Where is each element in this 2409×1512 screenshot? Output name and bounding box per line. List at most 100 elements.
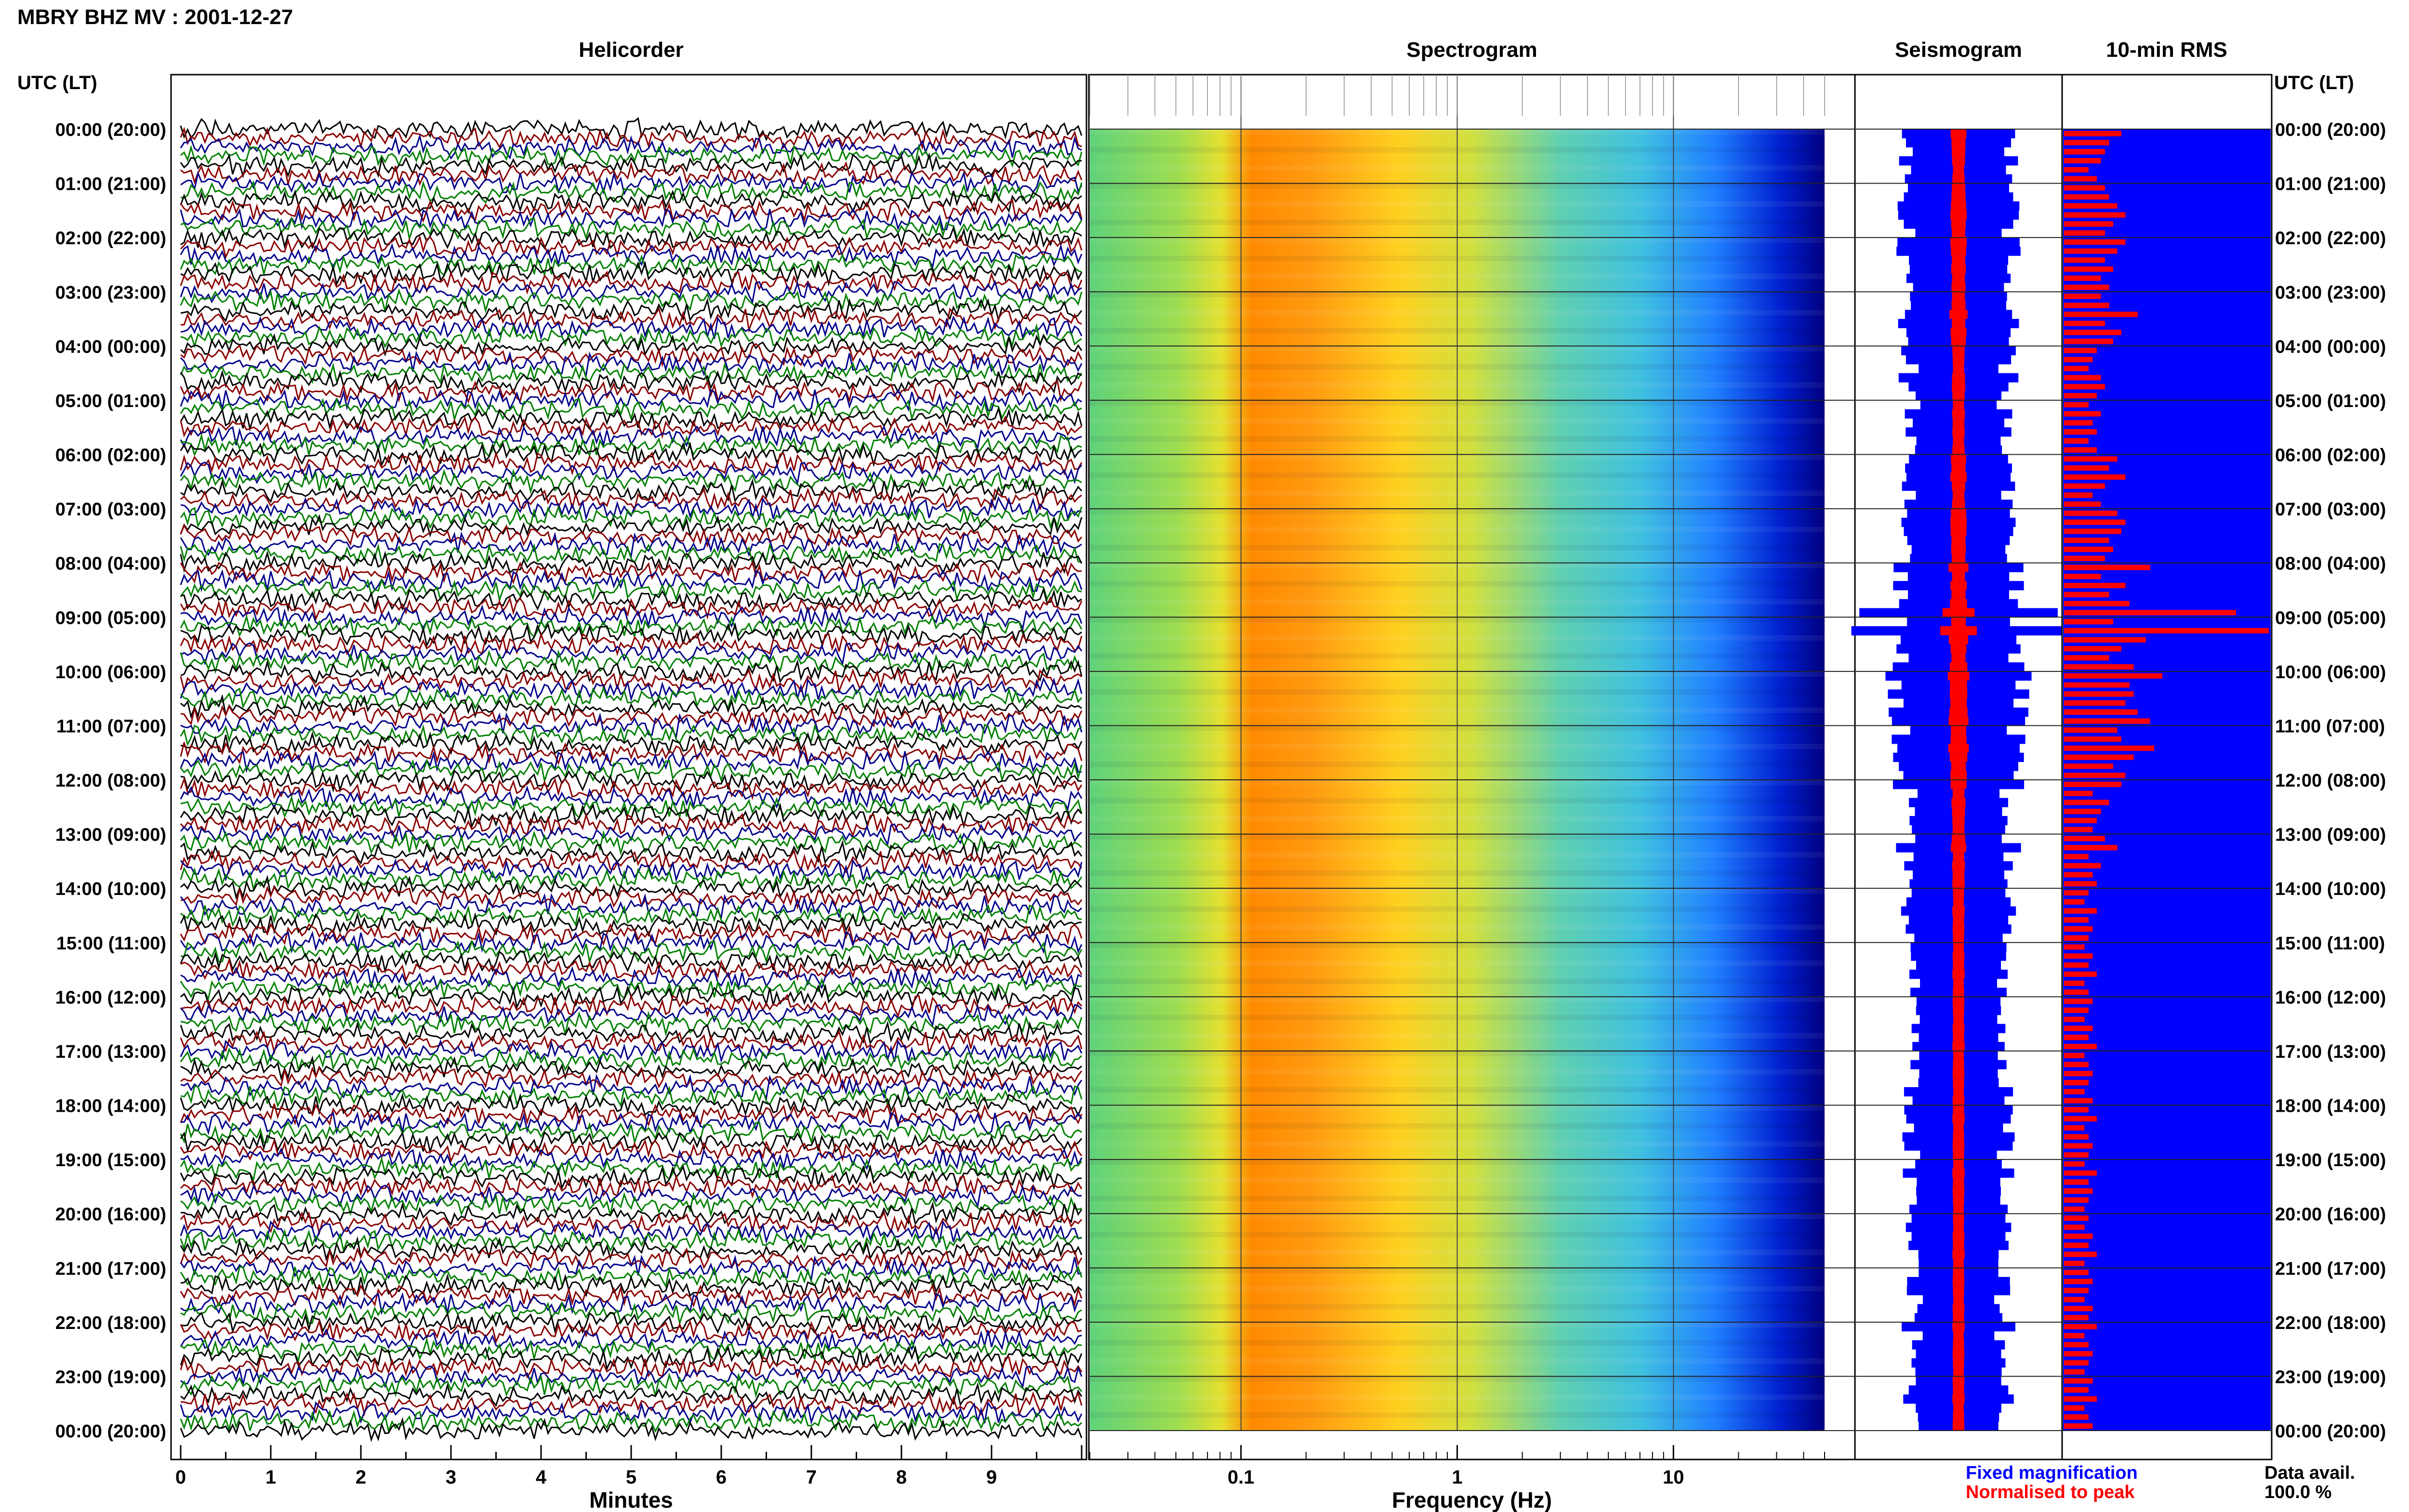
rms-bar (2064, 1107, 2089, 1113)
rms-bar (2064, 1043, 2097, 1050)
seismogram-normalised-segment (1953, 1087, 1964, 1097)
seismogram-normalised-segment (1953, 915, 1964, 925)
hour-label-right: 00:00 (20:00) (2275, 120, 2386, 140)
rms-bar (2064, 881, 2097, 887)
hour-label-right: 17:00 (13:00) (2275, 1042, 2386, 1062)
rms-bar (2064, 1116, 2097, 1122)
rms-bar (2064, 167, 2089, 173)
hour-label-left: 21:00 (17:00) (55, 1259, 166, 1279)
rms-bar (2064, 999, 2093, 1004)
rms-bar (2064, 863, 2101, 868)
helicorder-trace (180, 1201, 1083, 1226)
rms-bar (2064, 456, 2118, 462)
seismogram-normalised-segment (1953, 942, 1964, 952)
minute-tick-label: 2 (356, 1467, 366, 1488)
hour-label-left: 03:00 (23:00) (55, 283, 166, 303)
seismogram-normalised-segment (1949, 707, 1968, 717)
helicorder-trace (180, 560, 1082, 585)
helicorder-trace (180, 1164, 1082, 1191)
helicorder-trace (180, 288, 1083, 314)
rms-bar (2064, 754, 2134, 760)
helicorder-trace (180, 1047, 1083, 1073)
helicorder-trace (180, 505, 1083, 530)
seismogram-normalised-segment (1952, 1069, 1965, 1078)
hour-label-right: 12:00 (08:00) (2275, 771, 2386, 791)
helicorder-trace (180, 858, 1083, 883)
helicorder-trace (180, 931, 1083, 955)
hour-label-left: 12:00 (08:00) (55, 771, 166, 791)
rms-bar (2064, 1062, 2089, 1067)
rms-bar (2064, 809, 2101, 815)
rms-bar (2064, 492, 2093, 498)
helicorder-trace (180, 406, 1083, 432)
rms-bar (2064, 411, 2101, 417)
helicorder-trace (180, 1011, 1083, 1037)
helicorder-trace (180, 1004, 1083, 1027)
helicorder-trace (180, 1345, 1083, 1371)
seismogram-normalised-segment (1951, 337, 1966, 346)
seismogram-normalised-segment (1951, 762, 1966, 771)
rms-bar (2064, 1297, 2085, 1302)
seismogram-normalised-segment (1953, 933, 1964, 943)
seismogram-normalised-segment (1953, 888, 1964, 898)
seismogram-normalised-segment (1953, 960, 1964, 970)
spectrogram-title: Spectrogram (1406, 38, 1537, 62)
data-avail-label: Data avail. (2264, 1463, 2355, 1483)
helicorder-trace (180, 614, 1083, 639)
rms-bar (2064, 420, 2093, 426)
seismogram-normalised-segment (1953, 1358, 1964, 1368)
seismogram-normalised-segment (1953, 1033, 1964, 1042)
seismogram-normalised-segment (1951, 192, 1966, 202)
legend-normalised-to-peak: Normalised to peak (1966, 1482, 2135, 1502)
helicorder-trace (180, 1156, 1083, 1182)
freq-tick-label: 1 (1452, 1467, 1462, 1488)
rms-bar (2064, 1179, 2089, 1185)
seismogram-normalised-segment (1952, 319, 1965, 329)
rms-bar (2064, 1143, 2093, 1149)
rms-bar (2064, 971, 2097, 977)
helicorder-trace (180, 823, 1083, 847)
seismogram-normalised-segment (1952, 825, 1965, 835)
rms-bar (2064, 935, 2089, 941)
helicorder-trace (180, 343, 1083, 368)
seismogram-normalised-segment (1953, 1331, 1964, 1341)
seismogram-normalised-segment (1953, 1223, 1964, 1232)
rms-bar (2064, 1233, 2093, 1239)
seismogram-normalised-segment (1947, 671, 1970, 681)
seismogram-normalised-segment (1950, 698, 1967, 708)
helicorder-trace (180, 1029, 1083, 1056)
helicorder-trace (180, 1210, 1083, 1237)
rms-bar (2064, 293, 2101, 299)
helicorder-trace (180, 478, 1083, 504)
seismogram-normalised-segment (1952, 1304, 1965, 1314)
helicorder-trace (180, 1391, 1083, 1418)
seismogram-title: Seismogram (1895, 38, 2022, 62)
seismogram-normalised-segment (1953, 1268, 1964, 1277)
helicorder-trace (180, 849, 1083, 875)
seismogram-normalised-segment (1951, 843, 1966, 853)
seismogram-normalised-segment (1951, 798, 1966, 807)
seismogram-normalised-segment (1950, 581, 1967, 591)
seismogram-normalised-segment (1949, 635, 1968, 645)
rms-bar (2064, 1378, 2093, 1384)
seismogram-normalised-segment (1951, 282, 1966, 292)
seismogram-normalised-segment (1952, 445, 1965, 455)
seismogram-normalised-segment (1952, 500, 1965, 509)
seismogram-normalised-segment (1952, 906, 1965, 916)
seismogram-normalised-segment (1952, 147, 1965, 157)
seismogram-normalised-segment (1953, 1006, 1964, 1015)
rms-bar (2064, 149, 2105, 155)
hour-label-right: 23:00 (19:00) (2275, 1367, 2386, 1387)
helicorder-trace (180, 1312, 1082, 1336)
hour-labels-left: 00:00 (20:00) 01:00 (21:00) 02:00 (22:00) 0… (55, 120, 166, 1442)
helicorder-trace (180, 133, 1082, 160)
rms-bar (2064, 483, 2105, 489)
seismogram-normalised-segment (1951, 301, 1966, 310)
hour-label-right: 16:00 (12:00) (2275, 987, 2386, 1008)
seismogram-normalised-segment (1953, 364, 1964, 374)
seismogram-normalised-segment (1952, 1186, 1965, 1196)
seismogram-normalised-segment (1952, 997, 1965, 1006)
helicorder-trace (180, 668, 1082, 695)
seismogram-normalised-segment (1949, 752, 1968, 762)
